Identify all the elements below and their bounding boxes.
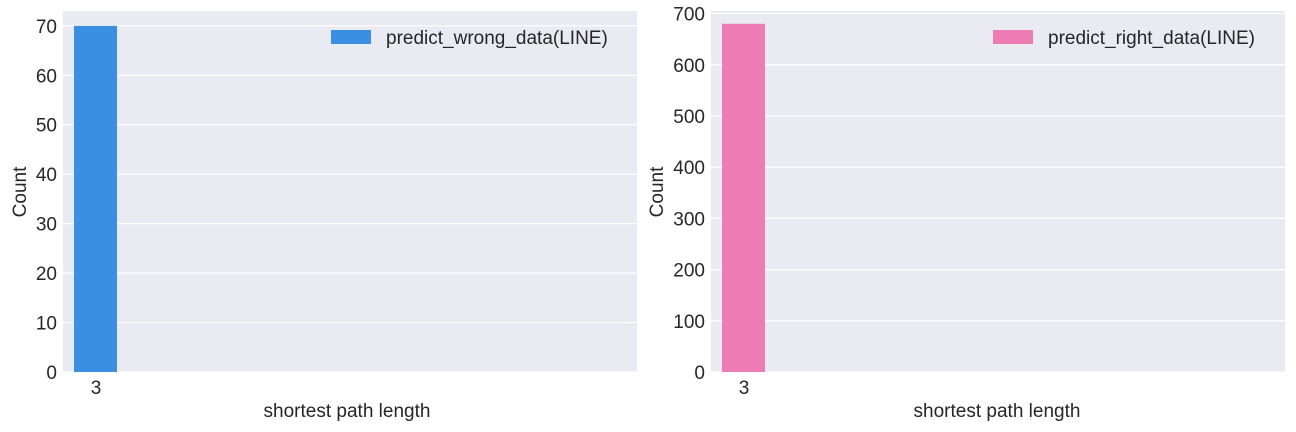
y-tick-label: 500 (673, 107, 705, 128)
y-tick-label: 300 (673, 209, 705, 230)
y-tick-label: 20 (36, 264, 57, 285)
y-tick-label: 70 (36, 17, 57, 38)
chart-predict-right: 0 100 200 300 400 500 600 700 3 shortest path l… (647, 5, 1285, 422)
y-tick-label: 10 (36, 314, 57, 335)
bar (722, 23, 765, 372)
x-tick-labels: 3 (91, 378, 102, 399)
gridlines (711, 12, 1285, 373)
y-axis-label: Count (10, 166, 31, 217)
legend: predict_wrong_data(LINE) (331, 28, 608, 49)
y-tick-label: 30 (36, 215, 57, 236)
bar (74, 25, 117, 372)
bars (74, 25, 117, 372)
legend-label: predict_wrong_data(LINE) (386, 28, 608, 49)
legend-label: predict_right_data(LINE) (1048, 28, 1255, 49)
y-tick-label: 400 (673, 158, 705, 179)
y-tick-label: 200 (673, 261, 705, 282)
plot-area (711, 11, 1285, 372)
x-tick-label: 3 (91, 378, 102, 399)
y-tick-label: 600 (673, 56, 705, 77)
legend: predict_right_data(LINE) (993, 28, 1255, 49)
legend-swatch (331, 30, 371, 44)
x-tick-labels: 3 (739, 378, 750, 399)
y-tick-label: 0 (694, 363, 705, 384)
y-tick-labels: 0 100 200 300 400 500 600 700 (673, 5, 705, 384)
legend-swatch (993, 30, 1033, 44)
y-tick-label: 50 (36, 116, 57, 137)
bars (722, 23, 765, 372)
x-axis-label: shortest path length (914, 401, 1081, 422)
x-tick-label: 3 (739, 378, 750, 399)
y-axis-label: Count (647, 166, 668, 217)
x-axis-label: shortest path length (264, 401, 431, 422)
y-tick-label: 0 (46, 363, 57, 384)
y-tick-labels: 0 10 20 30 40 50 60 70 (36, 17, 57, 384)
y-tick-label: 100 (673, 312, 705, 333)
y-tick-label: 40 (36, 165, 57, 186)
y-tick-label: 60 (36, 66, 57, 87)
y-tick-label: 700 (673, 5, 705, 26)
plot-area (63, 11, 637, 372)
chart-predict-wrong: 0 10 20 30 40 50 60 70 3 shortest path length C… (10, 11, 637, 422)
gridlines (63, 25, 637, 373)
